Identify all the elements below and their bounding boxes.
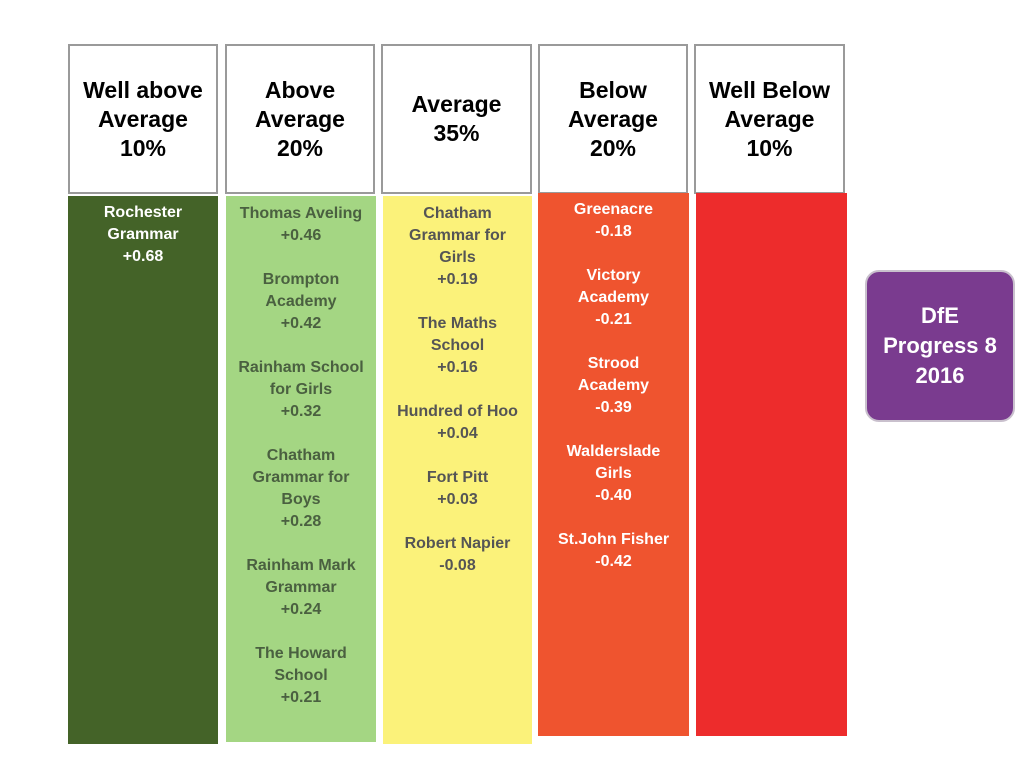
school-name: Strood [587, 355, 640, 372]
header-line: Above [264, 76, 336, 103]
band-header-above: Above Average 20% [225, 44, 375, 194]
school-entry: Chatham Grammar for Boys +0.28 [253, 445, 350, 533]
school-name: for Girls [269, 381, 333, 398]
school-name: Rainham Mark [246, 557, 356, 574]
header-line: Average [255, 105, 345, 132]
school-name: Greenacre [573, 201, 654, 218]
school-name: Chatham [266, 447, 336, 464]
header-line: 20% [589, 134, 637, 161]
school-entry: Rainham School for Girls +0.32 [238, 357, 363, 423]
school-entry: St.John Fisher -0.42 [558, 529, 669, 573]
school-name: Academy [577, 289, 650, 306]
school-entry: Chatham Grammar for Girls +0.19 [409, 203, 506, 291]
band-header-well-below: Well Below Average 10% [694, 44, 845, 194]
school-name: Rainham School [238, 359, 364, 376]
progress8-score: -0.08 [439, 557, 476, 574]
progress8-score: -0.40 [595, 487, 632, 504]
progress8-score: +0.32 [280, 403, 322, 420]
school-name: Chatham [423, 205, 492, 222]
progress8-score: +0.21 [280, 689, 322, 706]
header-line: Average [724, 105, 815, 132]
progress8-score: +0.16 [437, 359, 478, 376]
band-column-below: Greenacre -0.18 Victory Academy -0.21 Strood A… [538, 193, 689, 736]
school-entry: Rainham Mark Grammar +0.24 [246, 555, 355, 621]
school-name: Grammar for [409, 227, 506, 244]
header-line: 10% [119, 134, 167, 161]
band-header-average: Average 35% [381, 44, 532, 194]
band-column-well-below [696, 193, 847, 736]
school-entry: Victory Academy -0.21 [578, 265, 649, 331]
progress8-score: +0.19 [437, 271, 478, 288]
band-column-well-above: Rochester Grammar +0.68 [68, 196, 218, 744]
progress8-score: +0.68 [122, 248, 164, 265]
school-name: The Maths [417, 315, 498, 332]
school-name: Brompton [262, 271, 340, 288]
school-name: Girls [439, 249, 476, 266]
progress8-score: -0.42 [595, 553, 632, 570]
school-name: The Howard [255, 645, 347, 662]
school-name: Victory [586, 267, 641, 284]
school-name: St.John Fisher [557, 531, 670, 548]
badge-line: 2016 [915, 363, 965, 388]
badge-line: DfE [921, 303, 959, 328]
school-name: Walderslade [566, 443, 661, 460]
school-entry: Fort Pitt +0.03 [427, 467, 488, 511]
dfe-progress8-badge: DfE Progress 8 2016 [865, 270, 1015, 422]
header-line: Average [568, 105, 658, 132]
school-entry: Robert Napier -0.08 [405, 533, 511, 577]
school-name: School [430, 337, 485, 354]
progress8-score: +0.24 [280, 601, 322, 618]
school-entry: Brompton Academy +0.42 [263, 269, 339, 335]
school-entry: Rochester Grammar +0.68 [104, 202, 182, 268]
school-name: Academy [577, 377, 650, 394]
band-column-average: Chatham Grammar for Girls +0.19 The Maths Sch… [383, 196, 532, 744]
school-name: Grammar [107, 226, 179, 243]
progress8-score: +0.46 [280, 227, 322, 244]
school-name: Fort Pitt [426, 469, 489, 486]
school-name: Grammar [265, 579, 337, 596]
school-name: Robert Napier [404, 535, 511, 552]
school-name: Academy [265, 293, 337, 310]
school-entry: Walderslade Girls -0.40 [567, 441, 661, 507]
school-entry: The Maths School +0.16 [418, 313, 497, 379]
school-name: Thomas Aveling [239, 205, 363, 222]
school-entry: Greenacre -0.18 [574, 199, 653, 243]
progress8-score: -0.39 [595, 399, 632, 416]
band-header-well-above: Well above Average 10% [68, 44, 218, 194]
school-name: School [274, 667, 328, 684]
header-line: Well Below [709, 76, 830, 103]
progress8-score: +0.42 [280, 315, 322, 332]
school-name: Rochester [103, 204, 183, 221]
header-line: 20% [276, 134, 324, 161]
header-line: Average [411, 91, 502, 117]
progress8-score: +0.04 [437, 425, 478, 442]
school-entry: The Howard School +0.21 [255, 643, 347, 709]
band-header-below: Below Average 20% [538, 44, 688, 194]
school-entry: Hundred of Hoo +0.04 [397, 401, 518, 445]
header-line: 10% [746, 134, 793, 161]
header-line: Below [579, 76, 647, 103]
progress8-score: +0.28 [280, 513, 322, 530]
progress8-score: +0.03 [437, 491, 478, 508]
school-name: Grammar for [252, 469, 350, 486]
school-entry: Thomas Aveling +0.46 [240, 203, 362, 247]
badge-line: Progress 8 [883, 333, 997, 358]
school-name: Boys [281, 491, 321, 508]
school-entry: Strood Academy -0.39 [578, 353, 649, 419]
band-column-above: Thomas Aveling +0.46 Brompton Academy +0.42 R… [226, 196, 376, 742]
progress8-score: -0.18 [595, 223, 632, 240]
header-line: 35% [433, 120, 480, 146]
school-name: Girls [595, 465, 632, 482]
progress8-score: -0.21 [595, 311, 632, 328]
header-line: Average [98, 105, 188, 132]
school-name: Hundred of Hoo [397, 403, 518, 420]
header-line: Well above [83, 76, 203, 103]
